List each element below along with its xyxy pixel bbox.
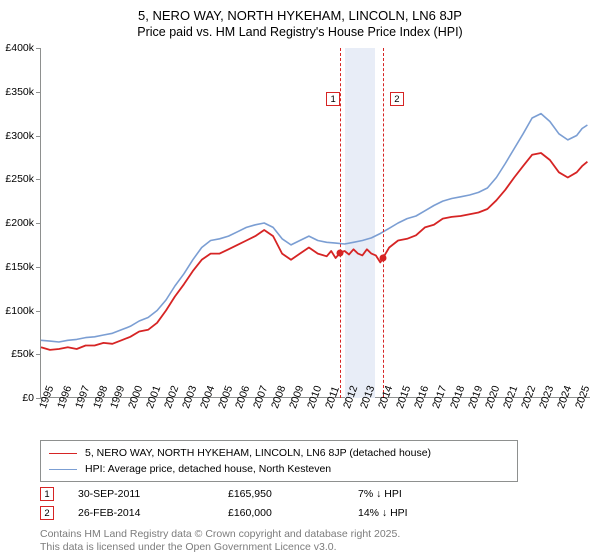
ytick-label: £50k <box>11 348 34 360</box>
attribution: Contains HM Land Registry data © Crown c… <box>40 528 400 554</box>
sale-row-2: 2 26-FEB-2014 £160,000 14% ↓ HPI <box>40 503 478 522</box>
attribution-line2: This data is licensed under the Open Gov… <box>40 541 400 554</box>
title-subtitle: Price paid vs. HM Land Registry's House … <box>0 25 600 39</box>
title-address: 5, NERO WAY, NORTH HYKEHAM, LINCOLN, LN6… <box>0 8 600 23</box>
chart-container: 5, NERO WAY, NORTH HYKEHAM, LINCOLN, LN6… <box>0 0 600 560</box>
legend-row-price-paid: 5, NERO WAY, NORTH HYKEHAM, LINCOLN, LN6… <box>49 445 509 461</box>
sale-marker-label: 2 <box>390 92 404 106</box>
legend-swatch-hpi <box>49 469 77 470</box>
sale-row-1: 1 30-SEP-2011 £165,950 7% ↓ HPI <box>40 484 478 503</box>
sale-delta-1: 7% ↓ HPI <box>358 488 478 500</box>
legend-row-hpi: HPI: Average price, detached house, Nort… <box>49 461 509 477</box>
sale-marker-line <box>340 48 341 398</box>
sale-marker-label: 1 <box>326 92 340 106</box>
sale-date-1: 30-SEP-2011 <box>78 488 228 500</box>
chart-area: 12 £0£50k£100k£150k£200k£250k£300k£350k£… <box>40 48 590 398</box>
ytick-label: £350k <box>5 86 34 98</box>
chart-titles: 5, NERO WAY, NORTH HYKEHAM, LINCOLN, LN6… <box>0 0 600 39</box>
sale-price-2: £160,000 <box>228 507 358 519</box>
sale-marker-2: 2 <box>40 506 54 520</box>
ytick-label: £250k <box>5 173 34 185</box>
attribution-line1: Contains HM Land Registry data © Crown c… <box>40 528 400 541</box>
sale-price-1: £165,950 <box>228 488 358 500</box>
sale-marker-line <box>383 48 384 398</box>
sales-table: 1 30-SEP-2011 £165,950 7% ↓ HPI 2 26-FEB… <box>40 484 478 522</box>
legend-swatch-price-paid <box>49 453 77 454</box>
sale-date-2: 26-FEB-2014 <box>78 507 228 519</box>
sale-point-dot <box>337 249 344 256</box>
ytick-label: £100k <box>5 305 34 317</box>
series-price_paid <box>41 153 587 350</box>
legend-label-price-paid: 5, NERO WAY, NORTH HYKEHAM, LINCOLN, LN6… <box>85 447 431 459</box>
ytick-label: £150k <box>5 261 34 273</box>
ytick-label: £0 <box>22 392 34 404</box>
ytick-label: £200k <box>5 217 34 229</box>
ytick-label: £300k <box>5 130 34 142</box>
legend-box: 5, NERO WAY, NORTH HYKEHAM, LINCOLN, LN6… <box>40 440 518 482</box>
sale-marker-1: 1 <box>40 487 54 501</box>
series-hpi <box>41 114 587 342</box>
ytick-label: £400k <box>5 42 34 54</box>
sale-point-dot <box>379 255 386 262</box>
sale-delta-2: 14% ↓ HPI <box>358 507 478 519</box>
plot-region: 12 <box>40 48 590 398</box>
legend-label-hpi: HPI: Average price, detached house, Nort… <box>85 463 331 475</box>
chart-svg <box>41 48 591 398</box>
